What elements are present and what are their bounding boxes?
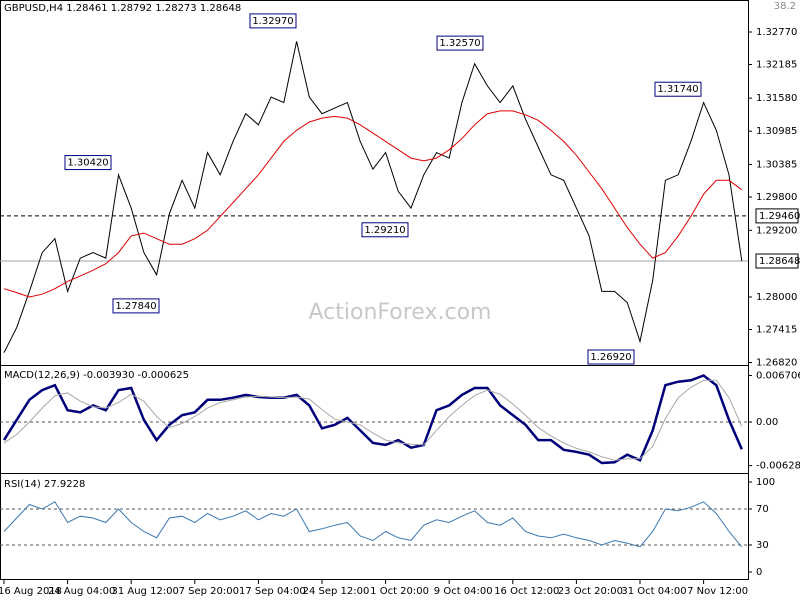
x-tick-label: 24 Aug 04:00 (48, 586, 115, 597)
annotation-label: 1.30420 (67, 158, 108, 169)
annotation-label: 1.32570 (439, 38, 480, 49)
annotation-box (587, 349, 635, 365)
x-tick-label: 31 Aug 12:00 (111, 586, 178, 597)
price-level-label: 1.28648 (759, 256, 800, 267)
x-tick-label: 24 Sep 12:00 (303, 586, 370, 597)
panel-title: RSI(14) 27.9228 (4, 479, 85, 490)
y-tick-label: 1.26820 (756, 358, 797, 369)
annotation-label: 1.27840 (115, 301, 156, 312)
y-tick-label: 0.006706 (756, 370, 800, 381)
series-line (3, 501, 743, 548)
y-tick-label: 1.30985 (756, 126, 797, 137)
y-tick-label: 30 (756, 540, 769, 551)
annotation-box (112, 298, 160, 314)
y-tick-label: 1.29200 (756, 225, 797, 236)
annotation-label: 1.31740 (657, 84, 698, 95)
price-level-label: 1.29460 (759, 211, 800, 222)
y-tick-label: 1.32185 (756, 60, 797, 71)
annotation-label: 1.32970 (252, 16, 293, 27)
x-tick-label: 31 Oct 04:00 (621, 586, 686, 597)
y-tick-label: 1.30385 (756, 160, 797, 171)
y-tick-label: 100 (756, 477, 775, 488)
annotation-box (361, 222, 409, 238)
y-tick-label: 1.27415 (756, 325, 797, 336)
y-tick-label: 0.00 (756, 417, 778, 428)
panel-title: GBPUSD,H4 1.28461 1.28792 1.28273 1.2864… (4, 3, 241, 14)
watermark: ActionForex.com (309, 300, 492, 325)
x-tick-label: 7 Nov 12:00 (687, 586, 748, 597)
y-tick-label: 1.32770 (756, 27, 797, 38)
price-level-box (755, 253, 799, 269)
fib-label: 38.2 (774, 1, 796, 12)
annotation-box (436, 35, 484, 51)
annotation-label: 1.26920 (590, 352, 631, 363)
y-tick-label: 1.29800 (756, 192, 797, 203)
annotation-label: 1.29210 (364, 225, 405, 236)
annotation-box (249, 13, 297, 29)
y-tick-label: -0.00628 (756, 461, 800, 472)
x-tick-label: 1 Oct 20:00 (370, 586, 429, 597)
x-tick-label: 17 Sep 04:00 (239, 586, 306, 597)
x-tick-label: 23 Oct 20:00 (558, 586, 623, 597)
series-line (3, 110, 743, 298)
y-tick-label: 1.31580 (756, 93, 797, 104)
frame (0, 0, 749, 580)
y-tick-label: 1.28000 (756, 292, 797, 303)
annotation-box (654, 81, 702, 97)
y-tick-label: 70 (756, 504, 769, 515)
series-line (3, 379, 743, 461)
y-tick-label: 0 (756, 567, 762, 578)
series-line (3, 41, 743, 353)
x-tick-label: 16 Aug 2018 (0, 586, 62, 597)
x-tick-label: 16 Oct 12:00 (494, 586, 559, 597)
price-level-box (755, 208, 799, 224)
annotation-box (64, 155, 112, 171)
x-tick-label: 9 Oct 04:00 (434, 586, 493, 597)
x-tick-label: 7 Sep 20:00 (179, 586, 239, 597)
panel-title: MACD(12,26,9) -0.003930 -0.000625 (4, 370, 189, 381)
